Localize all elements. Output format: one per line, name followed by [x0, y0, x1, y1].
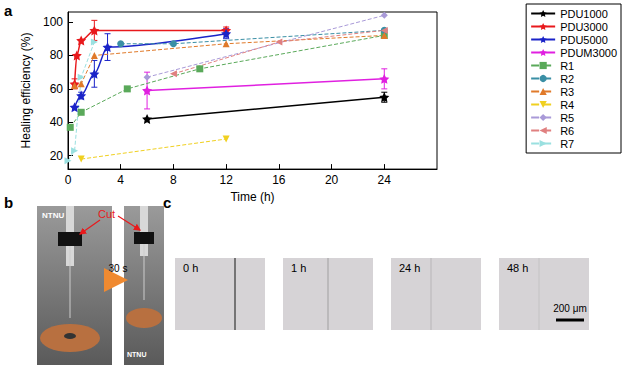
- svg-text:c: c: [163, 194, 171, 211]
- svg-text:PDUM3000: PDUM3000: [560, 47, 617, 59]
- svg-text:R2: R2: [560, 73, 574, 85]
- svg-text:PDU5000: PDU5000: [560, 34, 608, 46]
- svg-text:NTNU: NTNU: [127, 351, 146, 358]
- svg-text:b: b: [4, 194, 13, 211]
- svg-text:0 h: 0 h: [183, 262, 198, 274]
- svg-text:4: 4: [117, 173, 124, 187]
- svg-text:PDU1000: PDU1000: [560, 8, 608, 20]
- svg-text:30 s: 30 s: [109, 263, 128, 274]
- svg-text:48 h: 48 h: [507, 262, 528, 274]
- svg-text:a: a: [4, 2, 13, 19]
- svg-text:16: 16: [272, 173, 286, 187]
- svg-text:R3: R3: [560, 86, 574, 98]
- svg-text:100: 100: [43, 15, 63, 29]
- svg-text:20: 20: [50, 149, 64, 163]
- svg-text:Cut: Cut: [98, 208, 115, 220]
- svg-text:60: 60: [50, 82, 64, 96]
- svg-text:NTNU: NTNU: [42, 211, 64, 220]
- svg-text:1 h: 1 h: [291, 262, 306, 274]
- svg-text:40: 40: [50, 115, 64, 129]
- svg-text:R5: R5: [560, 112, 574, 124]
- svg-text:Time (h): Time (h): [230, 190, 274, 204]
- svg-text:24 h: 24 h: [399, 262, 420, 274]
- svg-text:20: 20: [325, 173, 339, 187]
- svg-text:12: 12: [219, 173, 233, 187]
- svg-text:R7: R7: [560, 138, 574, 150]
- svg-text:8: 8: [170, 173, 177, 187]
- svg-text:80: 80: [50, 48, 64, 62]
- svg-text:PDU3000: PDU3000: [560, 21, 608, 33]
- svg-text:R6: R6: [560, 125, 574, 137]
- svg-text:Healing efficiency (%): Healing efficiency (%): [19, 33, 33, 149]
- svg-text:R4: R4: [560, 99, 574, 111]
- svg-text:0: 0: [65, 173, 72, 187]
- svg-text:200 μm: 200 μm: [553, 303, 587, 314]
- svg-text:R1: R1: [560, 60, 574, 72]
- svg-text:24: 24: [378, 173, 392, 187]
